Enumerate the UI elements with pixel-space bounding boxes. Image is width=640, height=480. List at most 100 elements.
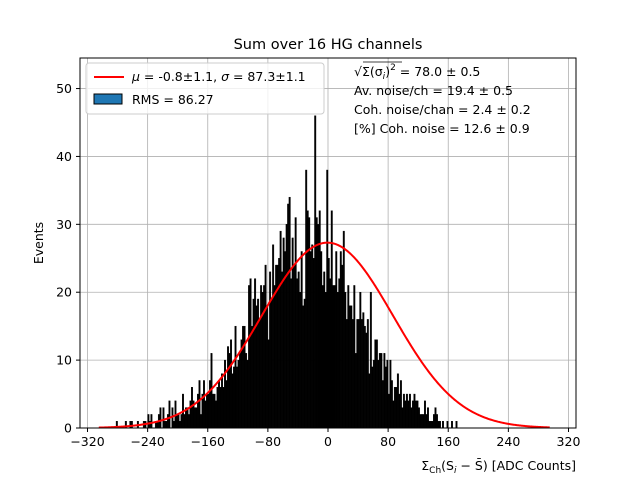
histogram-bar xyxy=(387,393,390,429)
histogram-bar xyxy=(405,393,408,429)
histogram-bar xyxy=(183,414,186,429)
histogram-bar xyxy=(293,264,296,429)
histogram-bar xyxy=(344,292,347,429)
histogram-bar xyxy=(203,380,205,429)
histogram-bar xyxy=(258,319,261,429)
histogram-bar xyxy=(248,285,251,429)
histogram-bar xyxy=(384,366,387,429)
histogram-bar xyxy=(353,285,356,429)
histogram-bar xyxy=(194,407,196,429)
histogram-bar xyxy=(377,359,380,429)
histogram-bar xyxy=(324,292,327,429)
histogram-bar xyxy=(365,332,368,429)
histogram-bar xyxy=(231,373,234,429)
histogram-bar xyxy=(278,258,281,429)
histogram-bar xyxy=(246,359,249,429)
histogram-bar xyxy=(243,325,246,429)
histogram-bar xyxy=(287,203,290,429)
histogram-bar xyxy=(272,244,275,429)
histogram-bar xyxy=(257,298,260,429)
histogram-bar xyxy=(401,407,404,429)
histogram-bar xyxy=(195,407,198,429)
histogram-bar xyxy=(428,421,431,429)
x-tick-label: 80 xyxy=(380,434,396,449)
histogram-bar xyxy=(326,169,329,429)
histogram-bar xyxy=(303,298,306,429)
histogram-bar xyxy=(260,285,263,429)
histogram-bar xyxy=(175,414,178,429)
histogram-bar xyxy=(338,278,341,429)
histogram-bar xyxy=(306,210,309,429)
legend-box xyxy=(85,62,325,115)
histogram-bar xyxy=(165,421,168,429)
histogram-bar xyxy=(269,271,272,429)
x-tick-label: −320 xyxy=(70,434,104,449)
histogram-bar xyxy=(219,387,222,429)
histogram-bar xyxy=(309,251,312,429)
histogram-bar xyxy=(166,414,169,429)
histogram-bar xyxy=(264,264,267,429)
histogram-bar xyxy=(374,339,377,429)
histogram-bar xyxy=(402,393,405,429)
histogram-bar xyxy=(290,278,293,429)
histogram-bar xyxy=(431,421,434,429)
histogram-bar xyxy=(336,292,339,429)
histogram-bar xyxy=(191,387,193,429)
histogram-bar xyxy=(172,421,175,429)
histogram-bar xyxy=(378,353,381,429)
histogram-bar xyxy=(323,271,326,429)
histogram-bar xyxy=(314,115,317,429)
histogram-bar xyxy=(311,244,314,429)
histogram-bar xyxy=(436,414,438,429)
histogram-bar xyxy=(360,319,363,429)
histogram-bar xyxy=(224,359,226,429)
histogram-bar xyxy=(206,393,208,429)
histogram-bar xyxy=(178,421,181,429)
histogram-bar xyxy=(296,278,299,429)
histogram-bar xyxy=(414,400,417,429)
histogram-bar xyxy=(299,292,302,429)
histogram-bar xyxy=(150,414,153,429)
histogram-bar xyxy=(200,414,202,429)
histogram-bar xyxy=(234,325,237,429)
legend-hist-swatch xyxy=(93,93,123,105)
histogram-bar xyxy=(186,407,189,429)
y-tick-label: 40 xyxy=(56,149,72,164)
histogram-bar xyxy=(396,373,399,429)
histogram-bar xyxy=(222,387,225,429)
histogram-bar xyxy=(390,380,393,429)
x-tick-label: 320 xyxy=(557,434,581,449)
histogram-bar xyxy=(300,251,303,429)
histogram-bar xyxy=(225,380,228,429)
histogram-bar xyxy=(357,319,360,429)
histogram-bar xyxy=(213,393,216,429)
histogram-bar xyxy=(189,400,192,429)
histogram-bar xyxy=(407,400,410,429)
histogram-bar xyxy=(233,366,236,429)
histogram-bar xyxy=(263,285,266,429)
histogram-bar xyxy=(297,271,300,429)
histogram-bar xyxy=(333,285,336,429)
histogram-bar xyxy=(302,305,305,429)
histogram-bar xyxy=(177,414,180,429)
histogram-bar xyxy=(251,325,254,429)
histogram-bar xyxy=(245,353,248,429)
histogram-bar xyxy=(329,278,332,429)
histogram-bar xyxy=(252,298,255,429)
x-tick-label: 240 xyxy=(496,434,520,449)
histogram-bar xyxy=(279,230,282,429)
histogram-bar xyxy=(215,400,217,429)
legend-fit-label: μ = -0.8±1.1, σ = 87.3±1.1 xyxy=(131,69,306,84)
histogram-bar xyxy=(209,380,211,429)
histogram-bar xyxy=(420,414,423,429)
histogram-bar xyxy=(335,251,338,429)
histogram-bar xyxy=(417,407,420,429)
histogram-bar xyxy=(197,393,199,429)
annotation-total-noise: √Σ(σi)2 = 78.0 ± 0.5 xyxy=(354,63,480,82)
histogram-bar xyxy=(386,359,389,429)
histogram-bar xyxy=(416,400,419,429)
histogram-bar xyxy=(395,387,398,429)
histogram-bar xyxy=(408,393,411,429)
histogram-bar xyxy=(427,407,429,429)
